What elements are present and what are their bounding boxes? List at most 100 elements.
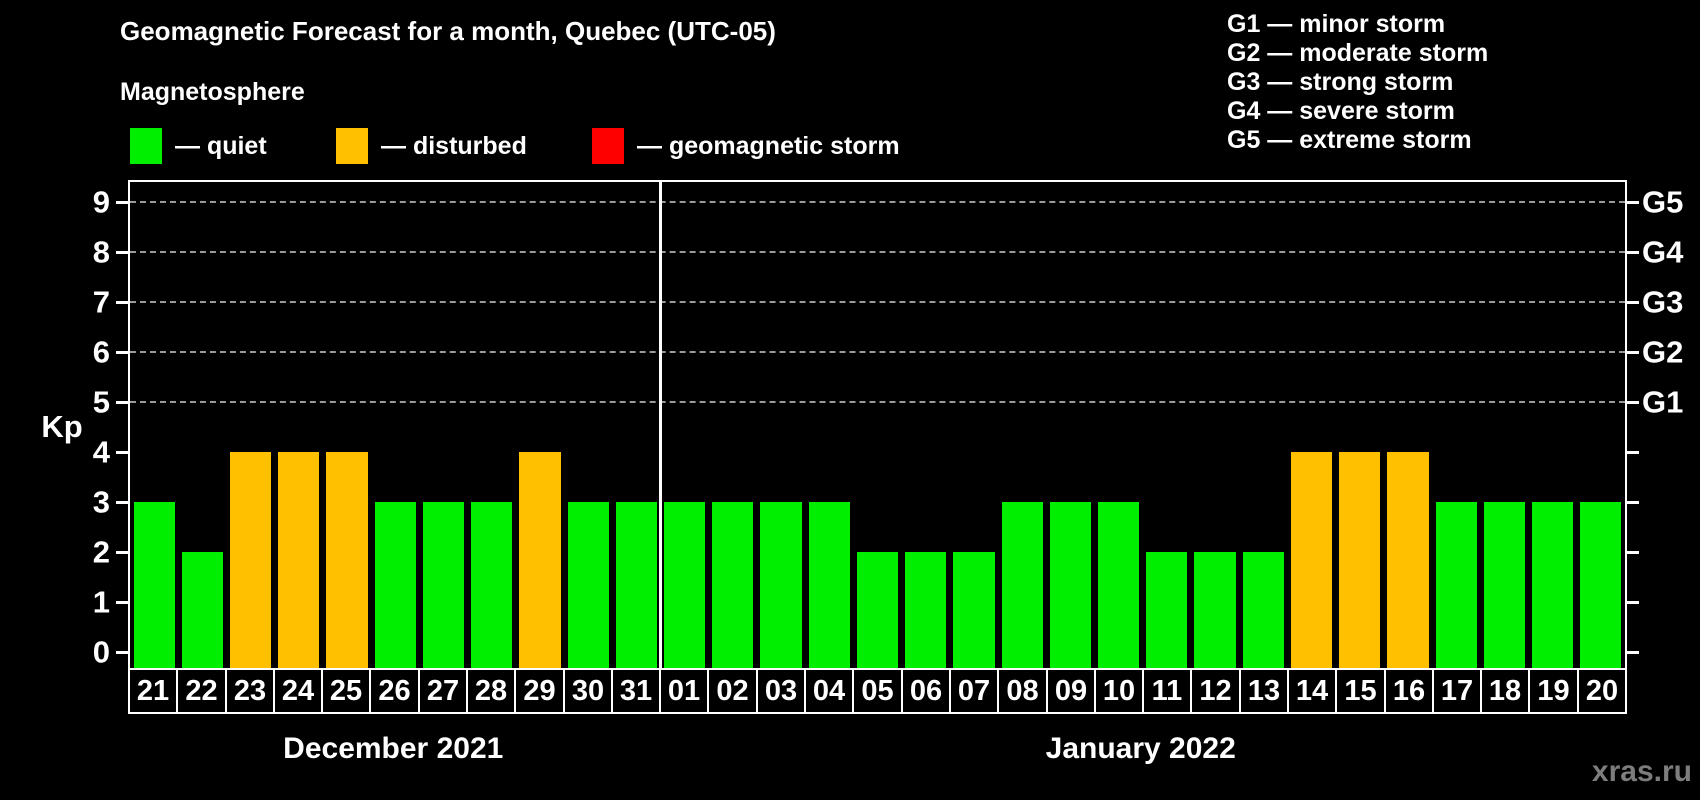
plot-border-right	[1625, 180, 1627, 668]
y-tick-right-5	[1627, 401, 1639, 404]
g-scale-line-2: G2 — moderate storm	[1227, 39, 1489, 67]
day-label-january-02: 02	[707, 668, 758, 714]
y-tick-left-2	[116, 551, 128, 554]
day-label-january-14: 14	[1287, 668, 1337, 714]
day-label-january-20: 20	[1577, 668, 1627, 714]
kp-bar-january-08	[1001, 502, 1043, 668]
kp-bar-january-02	[712, 502, 754, 668]
kp-bar-january-16	[1387, 452, 1429, 668]
day-label-december-25: 25	[321, 668, 371, 714]
kp-bar-december-25	[326, 452, 368, 668]
gridline-kp5	[130, 401, 1625, 403]
kp-bar-december-22	[181, 552, 223, 668]
legend-label-disturbed: — disturbed	[381, 131, 527, 160]
kp-bar-december-31	[615, 502, 657, 668]
y-tick-right-8	[1627, 251, 1639, 254]
kp-bar-january-14	[1290, 452, 1333, 668]
kp-bar-december-21	[133, 502, 175, 668]
watermark-xras: xras.ru	[1591, 755, 1692, 788]
legend-label-storm: — geomagnetic storm	[637, 131, 900, 160]
g-level-label-g2: G2	[1642, 334, 1684, 370]
page-title: Geomagnetic Forecast for a month, Quebec…	[120, 16, 776, 46]
y-axis-title-kp: Kp	[41, 409, 83, 444]
legend-item-quiet: — quiet	[130, 128, 267, 164]
legend-swatch-quiet-icon	[130, 128, 162, 164]
legend-swatch-storm-icon	[592, 128, 624, 164]
legend-label-quiet: — quiet	[175, 131, 267, 160]
kp-bar-january-17	[1435, 502, 1477, 668]
y-tick-label-6: 6	[92, 334, 110, 370]
kp-bar-december-30	[567, 502, 609, 668]
day-label-january-08: 08	[997, 668, 1048, 714]
kp-bar-january-12	[1194, 552, 1236, 668]
plot-border-top	[128, 180, 1627, 182]
day-label-january-06: 06	[901, 668, 951, 714]
day-label-january-01: 01	[659, 668, 709, 714]
kp-bar-january-10	[1098, 502, 1140, 668]
y-tick-left-3	[116, 501, 128, 504]
day-label-december-24: 24	[273, 668, 323, 714]
day-label-december-26: 26	[369, 668, 420, 714]
y-tick-left-4	[116, 451, 128, 454]
kp-bar-december-27	[422, 502, 465, 668]
day-label-january-03: 03	[756, 668, 806, 714]
y-tick-right-9	[1627, 201, 1639, 204]
day-label-january-07: 07	[949, 668, 999, 714]
kp-bar-january-09	[1049, 502, 1091, 668]
day-axis: 21 22 23 24 25 26 27 28 29 30 31 01 02 03 04 05 06 07 08 09…	[128, 668, 1627, 714]
g-scale-line-3: G3 — strong storm	[1227, 68, 1454, 96]
g-scale-line-4: G4 — severe storm	[1227, 97, 1455, 125]
kp-bar-december-28	[471, 502, 513, 668]
day-label-january-12: 12	[1190, 668, 1241, 714]
kp-bar-january-15	[1339, 452, 1381, 668]
day-label-december-22: 22	[176, 668, 227, 714]
y-tick-left-8	[116, 251, 128, 254]
gridline-kp6	[130, 351, 1625, 353]
g-level-label-g5: G5	[1642, 184, 1684, 220]
day-label-january-17: 17	[1432, 668, 1482, 714]
g-scale-legend: G1 — minor storm G2 — moderate storm G3 — …	[1227, 10, 1488, 155]
g-scale-line-5: G5 — extreme storm	[1227, 126, 1472, 154]
day-label-january-09: 09	[1046, 668, 1096, 714]
y-tick-left-0	[116, 651, 128, 654]
y-tick-left-7	[116, 301, 128, 304]
day-label-december-28: 28	[466, 668, 516, 714]
g-scale-line-1: G1 — minor storm	[1227, 10, 1446, 38]
plot-area	[130, 182, 1625, 668]
month-label-december: December 2021	[283, 732, 504, 765]
kp-bar-december-24	[278, 452, 320, 668]
kp-bar-december-29	[519, 452, 561, 668]
gridline-kp9	[130, 201, 1625, 203]
g-level-label-g3: G3	[1642, 284, 1684, 320]
y-tick-label-2: 2	[92, 534, 110, 570]
kp-bar-january-18	[1483, 502, 1526, 668]
gridline-kp8	[130, 251, 1625, 253]
y-tick-label-1: 1	[92, 584, 110, 620]
y-tick-left-6	[116, 351, 128, 354]
y-tick-label-7: 7	[92, 284, 110, 320]
day-label-december-31: 31	[611, 668, 661, 714]
y-tick-label-5: 5	[92, 384, 110, 420]
y-tick-right-1	[1627, 601, 1639, 604]
day-label-january-10: 10	[1094, 668, 1144, 714]
day-label-january-19: 19	[1528, 668, 1579, 714]
chart-subtitle-magnetosphere: Magnetosphere	[120, 78, 305, 106]
kp-bar-january-05	[856, 552, 899, 668]
day-label-january-13: 13	[1239, 668, 1289, 714]
day-label-january-04: 04	[804, 668, 854, 714]
legend-item-storm: — geomagnetic storm	[592, 128, 900, 164]
y-tick-right-2	[1627, 551, 1639, 554]
day-label-december-30: 30	[563, 668, 613, 714]
day-label-december-23: 23	[225, 668, 275, 714]
y-tick-label-3: 3	[92, 484, 110, 520]
legend-swatch-disturbed-icon	[336, 128, 368, 164]
day-label-january-11: 11	[1142, 668, 1192, 714]
day-label-january-16: 16	[1384, 668, 1434, 714]
day-label-december-27: 27	[418, 668, 468, 714]
kp-bar-january-04	[808, 502, 850, 668]
kp-bar-january-03	[760, 502, 802, 668]
y-tick-label-4: 4	[92, 434, 110, 470]
month-label-january: January 2022	[1045, 732, 1236, 765]
y-tick-label-8: 8	[92, 234, 110, 270]
kp-bar-january-20	[1580, 502, 1622, 668]
